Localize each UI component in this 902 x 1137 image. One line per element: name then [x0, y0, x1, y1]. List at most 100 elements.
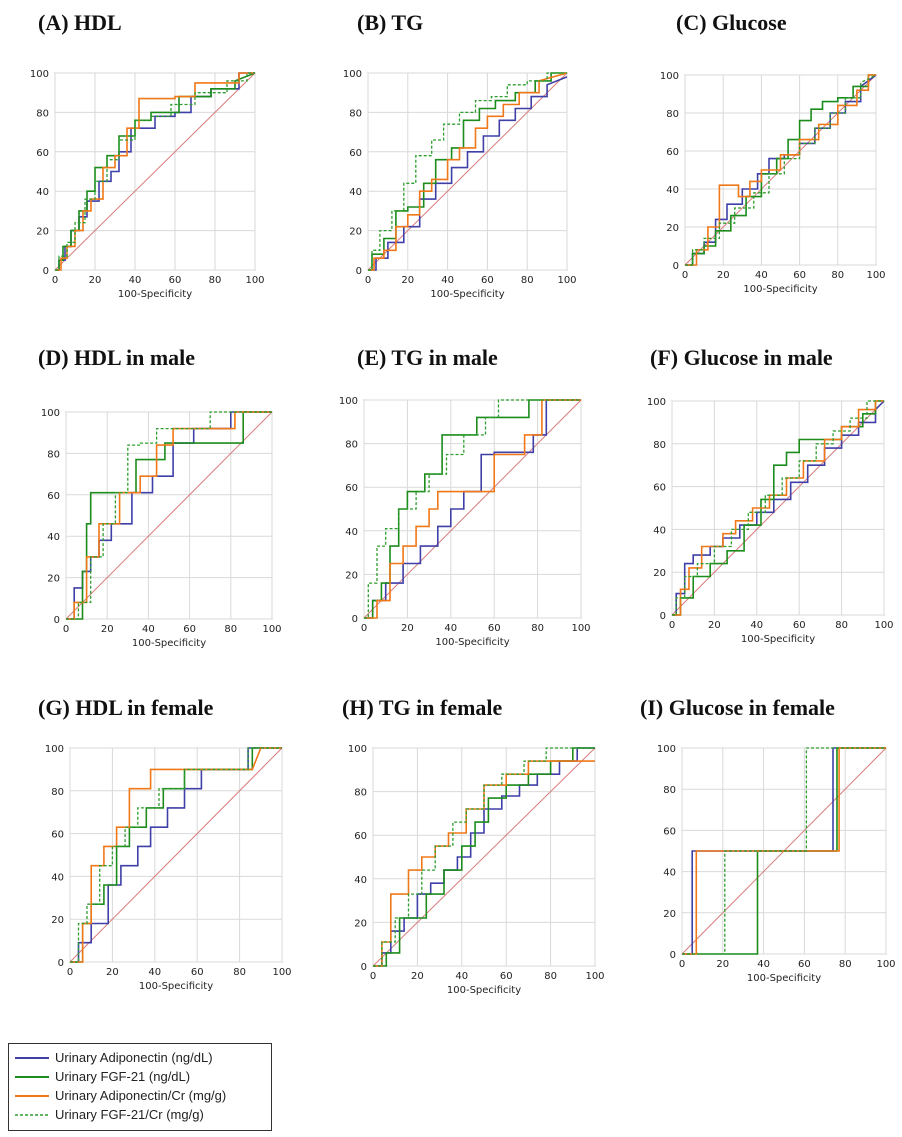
panel-title: (I) Glucose in female	[640, 695, 835, 720]
x-tick-label: 60	[183, 624, 196, 635]
x-tick-label: 80	[209, 275, 222, 286]
x-tick-label: 20	[401, 275, 414, 286]
y-tick-label: 20	[349, 227, 362, 238]
x-tick-label: 40	[755, 270, 768, 281]
y-tick-label: 80	[345, 440, 358, 451]
x-tick-label: 20	[716, 959, 729, 970]
x-tick-label: 40	[757, 959, 770, 970]
legend-label: Urinary Adiponectin (ng/dL)	[55, 1050, 213, 1065]
series-fgf21	[685, 74, 876, 266]
series-adiponectin	[368, 76, 568, 271]
y-tick-label: 80	[47, 449, 60, 460]
roc-plot: 0 20 40 60 80 100 0 20 40 60 80 100 100-Specificity	[339, 396, 591, 648]
y-tick-label: 80	[349, 108, 362, 119]
y-tick-label: 60	[653, 483, 666, 494]
x-tick-label: 20	[411, 971, 424, 982]
x-tick-label: 0	[361, 623, 367, 634]
x-axis-label: 100-Specificity	[743, 284, 817, 295]
x-tick-label: 100	[585, 971, 604, 982]
panel-title: (B) TG	[357, 10, 424, 35]
y-tick-label: 100	[657, 744, 676, 755]
y-tick-label: 40	[663, 868, 676, 879]
legend-swatch-adiponectin-cr	[15, 1094, 49, 1097]
roc-plot: 0 20 40 60 80 100 0 20 40 60 80 100 100-Specificity	[30, 69, 265, 300]
y-tick-label: 20	[345, 570, 358, 581]
roc-plot: 0 20 40 60 80 100 0 20 40 60 80 100 100-Specificity	[348, 744, 605, 996]
y-tick-label: 80	[354, 788, 367, 799]
series-fgf21-cr	[70, 747, 282, 963]
series-adiponectin-cr	[66, 411, 272, 620]
y-tick-label: 100	[30, 69, 49, 80]
legend-swatch-fgf21-cr	[15, 1113, 49, 1116]
reference-diagonal	[54, 72, 256, 271]
series-fgf21-cr	[373, 747, 595, 967]
series-adiponectin-cr	[364, 399, 581, 619]
y-tick-label: 40	[47, 532, 60, 543]
y-tick-label: 80	[666, 109, 679, 120]
legend-swatch-fgf21	[15, 1075, 49, 1078]
reference-diagonal	[372, 747, 596, 967]
series-adiponectin-cr	[55, 72, 255, 271]
x-tick-label: 60	[481, 275, 494, 286]
x-tick-label: 40	[129, 275, 142, 286]
roc-plot: 0 20 40 60 80 100 0 20 40 60 80 100 100-Specificity	[657, 744, 896, 984]
x-tick-label: 100	[866, 270, 885, 281]
y-tick-label: 0	[356, 266, 362, 277]
y-tick-label: 60	[47, 491, 60, 502]
series-fgf21	[364, 399, 581, 619]
y-tick-label: 20	[653, 568, 666, 579]
x-tick-label: 80	[521, 275, 534, 286]
x-tick-label: 40	[750, 620, 763, 631]
legend-swatch-adiponectin	[15, 1056, 49, 1059]
y-tick-label: 60	[663, 826, 676, 837]
x-tick-label: 60	[793, 270, 806, 281]
x-tick-label: 20	[101, 624, 114, 635]
x-tick-label: 80	[233, 967, 246, 978]
legend-label: Urinary FGF-21/Cr (mg/g)	[55, 1107, 204, 1122]
y-tick-label: 80	[663, 785, 676, 796]
x-tick-label: 0	[370, 971, 376, 982]
roc-plot: 0 20 40 60 80 100 0 20 40 60 80 100 100-Specificity	[343, 69, 577, 300]
y-tick-label: 80	[653, 440, 666, 451]
x-tick-label: 100	[571, 623, 590, 634]
x-tick-label: 0	[52, 275, 58, 286]
y-tick-label: 20	[36, 227, 49, 238]
panel-title: (C) Glucose	[676, 10, 787, 35]
panel-title: (E) TG in male	[357, 345, 498, 370]
x-axis-label: 100-Specificity	[447, 985, 521, 996]
reference-diagonal	[69, 747, 283, 963]
y-tick-label: 40	[666, 185, 679, 196]
y-tick-label: 60	[666, 147, 679, 158]
x-tick-label: 60	[798, 959, 811, 970]
x-tick-label: 80	[831, 270, 844, 281]
series-fgf21-cr	[368, 72, 567, 271]
legend-item-adiponectin: Urinary Adiponectin (ng/dL)	[15, 1048, 265, 1067]
y-tick-label: 20	[663, 909, 676, 920]
x-tick-label: 0	[67, 967, 73, 978]
y-tick-label: 0	[352, 614, 358, 625]
x-tick-label: 80	[839, 959, 852, 970]
x-tick-label: 40	[441, 275, 454, 286]
reference-diagonal	[671, 400, 885, 616]
y-tick-label: 0	[660, 611, 666, 622]
legend-item-fgf21-cr: Urinary FGF-21/Cr (mg/g)	[15, 1105, 265, 1124]
x-tick-label: 40	[444, 623, 457, 634]
x-tick-label: 100	[876, 959, 895, 970]
x-tick-label: 40	[142, 624, 155, 635]
y-tick-label: 40	[36, 187, 49, 198]
x-tick-label: 20	[708, 620, 721, 631]
y-tick-label: 100	[647, 397, 666, 408]
x-tick-label: 20	[401, 623, 414, 634]
legend-item-fgf21: Urinary FGF-21 (ng/dL)	[15, 1067, 265, 1086]
y-tick-label: 20	[666, 223, 679, 234]
x-tick-label: 20	[106, 967, 119, 978]
y-tick-label: 40	[349, 187, 362, 198]
x-tick-label: 0	[365, 275, 371, 286]
x-tick-label: 40	[455, 971, 468, 982]
x-axis-label: 100-Specificity	[132, 638, 206, 649]
x-tick-label: 100	[245, 275, 264, 286]
y-tick-label: 40	[653, 525, 666, 536]
y-tick-label: 100	[41, 408, 60, 419]
x-tick-label: 0	[63, 624, 69, 635]
x-tick-label: 0	[682, 270, 688, 281]
